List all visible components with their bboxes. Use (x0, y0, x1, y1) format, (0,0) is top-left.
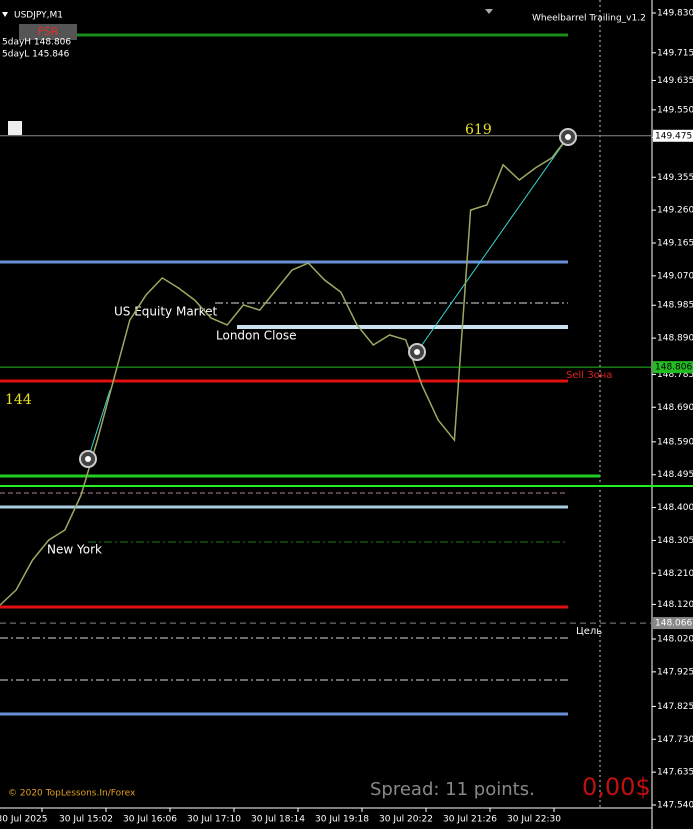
counter: 619 (465, 122, 492, 138)
y-tick-label: 147.825 (657, 702, 693, 712)
y-tick-label: 148.210 (657, 569, 693, 579)
icon (2, 12, 8, 17)
badge (19, 24, 77, 40)
signal-dot (85, 456, 91, 462)
y-tick-label: 149.830 (657, 9, 693, 19)
counter: 144 (5, 392, 32, 408)
x-tick-label: 30 Jul 20:22 (379, 815, 433, 825)
x-tick-label: 30 Jul 21:26 (443, 815, 497, 825)
y-tick-label: 148.400 (657, 503, 693, 513)
copyright: © 2020 TopLessons.In/Forex (8, 789, 136, 799)
annotation: Sell Зона (566, 370, 612, 381)
signal-dot (565, 134, 571, 140)
y-tick-label: 148.785 (657, 370, 693, 380)
trend-line (416, 136, 569, 353)
y-tick-label: 147.730 (657, 735, 693, 745)
y-tick-label: 149.355 (657, 173, 693, 183)
button[interactable] (8, 121, 22, 135)
x-tick-label: 30 Jul 22:30 (507, 815, 561, 825)
x-tick-label: 30 Jul 18:14 (251, 815, 305, 825)
x-tick-label: 30 Jul 17:10 (187, 815, 241, 825)
annotation: London Close (216, 329, 297, 343)
indicator: Wheelbarrel Trailing_v1.2 (532, 14, 646, 24)
signal-dot (414, 349, 420, 355)
price-marker (653, 129, 693, 142)
x-tick-label: 30 Jul 19:18 (315, 815, 369, 825)
y-tick-label: 149.715 (657, 48, 693, 58)
price-marker (653, 617, 693, 630)
price-marker (653, 361, 693, 374)
profit: 0,00$ (582, 773, 651, 801)
price-marker-label: 149.475 (655, 131, 692, 141)
y-tick-label: 148.305 (657, 536, 693, 546)
annotation: New York (47, 543, 102, 557)
x-tick-label: 30 Jul 16:06 (123, 815, 177, 825)
price-marker-label: 148.806 (655, 363, 692, 373)
y-tick-label: 147.925 (657, 667, 693, 677)
price-marker-label: 148.066 (655, 619, 692, 629)
y-tick-label: 148.985 (657, 301, 693, 311)
x-tick-label: 30 Jul 15:02 (59, 815, 113, 825)
price-line (0, 136, 569, 606)
x-tick-label: 30 Jul 2025 (0, 815, 47, 825)
y-tick-label: 149.635 (657, 76, 693, 86)
info-text: 5dayH 148.806 (2, 38, 71, 48)
y-tick-label: 147.540 (657, 801, 693, 811)
annotation: US Equity Market (114, 305, 218, 319)
spread: Spread: 11 points. (370, 779, 535, 800)
y-tick-label: 148.690 (657, 403, 693, 413)
y-tick-label: 149.260 (657, 206, 693, 216)
y-tick-label: 148.495 (657, 470, 693, 480)
trend-line (87, 389, 111, 460)
icon (485, 9, 493, 14)
y-tick-label: 149.165 (657, 238, 693, 248)
y-tick-label: 148.590 (657, 437, 693, 447)
info-text: 5dayL 145.846 (2, 50, 70, 60)
y-tick-label: 149.070 (657, 271, 693, 281)
y-tick-label: 148.120 (657, 600, 693, 610)
symbol: USDJPY,M1 (14, 11, 63, 21)
y-tick-label: 147.635 (657, 768, 693, 778)
annotation: Цель (576, 626, 602, 637)
plot (0, 136, 569, 606)
badge-text: FSR (38, 25, 59, 38)
y-tick-label: 149.550 (657, 105, 693, 115)
y-tick-label: 148.020 (657, 634, 693, 644)
y-tick-label: 148.890 (657, 334, 693, 344)
